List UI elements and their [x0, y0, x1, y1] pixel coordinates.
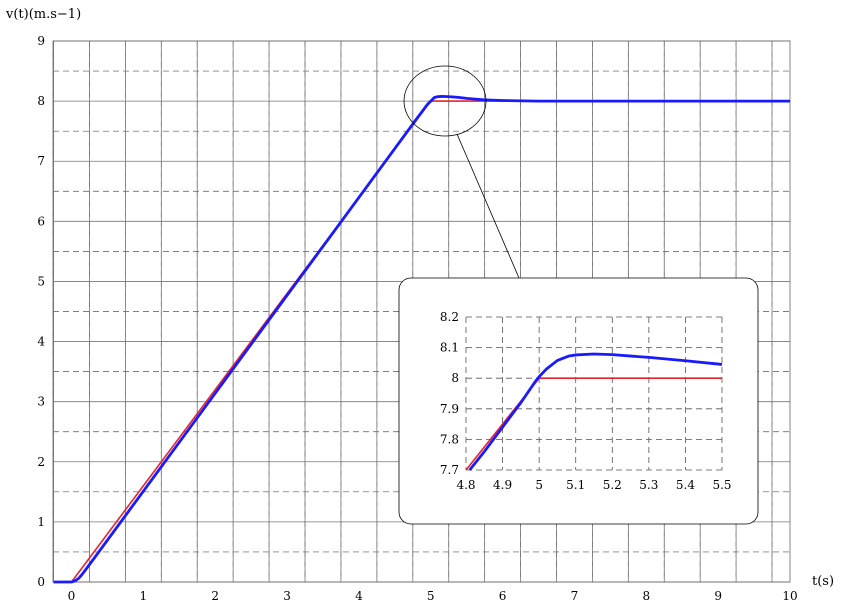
inset-x-tick-label: 5: [535, 478, 543, 492]
x-tick-label: 8: [642, 589, 650, 603]
inset-y-tick-label: 7.8: [440, 432, 459, 446]
inset-x-tick-label: 4.8: [456, 478, 475, 492]
inset-x-tick-label: 5.2: [603, 478, 622, 492]
x-tick-label: 0: [68, 589, 76, 603]
inset-y-tick-label: 8.2: [440, 310, 459, 324]
y-axis-label: v(t)(m.s−1): [5, 7, 81, 22]
inset-y-tick-label: 7.9: [440, 402, 459, 416]
x-tick-label: 4: [355, 589, 363, 603]
x-tick-label: 7: [571, 589, 579, 603]
inset-series-line-1: [468, 352, 723, 471]
inset-x-tick-label: 5.1: [566, 478, 585, 492]
main-tick-labels: 0 1 2 3 4 5 6 7 8 9 10 0 1 2 3 4 5 6 7 8 9: [37, 34, 797, 603]
y-tick-label: 9: [37, 34, 45, 48]
x-axis-label: t(s): [812, 574, 834, 589]
x-tick-label: 3: [283, 589, 291, 603]
x-tick-label: 5: [427, 589, 435, 603]
zoom-ellipse: [403, 65, 487, 137]
series-line-1: [53, 95, 790, 584]
x-tick-label: 2: [211, 589, 219, 603]
y-tick-label: 8: [37, 94, 45, 108]
inset-x-tick-label: 4.9: [493, 478, 512, 492]
inset-y-tick-label: 8.1: [440, 341, 459, 355]
inset-x-tick-label: 5.4: [676, 478, 695, 492]
inset-series: [465, 352, 723, 471]
y-tick-label: 5: [37, 274, 45, 288]
y-tick-label: 0: [37, 575, 45, 589]
x-tick-label: 9: [714, 589, 722, 603]
y-tick-label: 3: [37, 395, 45, 409]
y-tick-label: 7: [37, 154, 45, 168]
y-tick-label: 2: [37, 455, 45, 469]
y-tick-label: 4: [37, 335, 45, 349]
x-tick-label: 1: [140, 589, 148, 603]
zoom-connector: [456, 133, 520, 279]
inset-tick-labels: 4.8 4.9 5 5.1 5.2 5.3 5.4 5.5 7.7 7.8 7.9 8 8.1 8.2: [440, 310, 732, 492]
inset-x-tick-label: 5.3: [639, 478, 658, 492]
x-tick-label: 10: [782, 589, 797, 603]
inset-x-tick-label: 5.5: [712, 478, 731, 492]
inset-y-tick-label: 7.7: [440, 463, 459, 477]
inset-panel: [398, 277, 759, 525]
inset-y-tick-label: 8: [451, 371, 459, 385]
plot-frame: [52, 40, 791, 583]
y-tick-label: 6: [37, 214, 45, 228]
x-tick-label: 6: [499, 589, 507, 603]
y-tick-label: 1: [37, 515, 45, 529]
main-series: [53, 95, 790, 584]
